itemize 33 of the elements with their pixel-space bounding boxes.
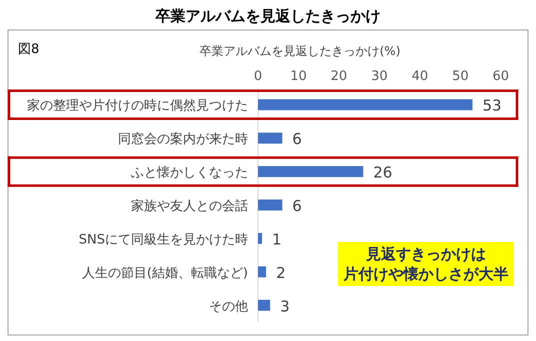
x-tick-label: 20 bbox=[330, 69, 348, 84]
x-tick-label: 0 bbox=[254, 69, 262, 84]
bar bbox=[258, 232, 262, 244]
y-tick-label: 家族や友人との会話 bbox=[131, 198, 248, 214]
bar bbox=[258, 200, 282, 210]
bar bbox=[258, 300, 270, 311]
data-label: 26 bbox=[373, 164, 392, 182]
bar bbox=[258, 166, 364, 178]
data-label: 6 bbox=[292, 197, 302, 215]
x-tick-label: 30 bbox=[371, 69, 388, 84]
bar bbox=[258, 266, 266, 278]
bar bbox=[258, 99, 472, 110]
y-tick-label: 同窓会の案内が来た時 bbox=[118, 131, 248, 148]
x-tick-label: 60 bbox=[492, 69, 510, 84]
data-label: 53 bbox=[482, 96, 502, 115]
annotation: 片付けや懐かしさが大半 bbox=[342, 265, 508, 283]
data-label: 2 bbox=[276, 264, 286, 282]
x-tick-label: 40 bbox=[412, 69, 428, 84]
data-label: 6 bbox=[292, 130, 302, 148]
x-tick-label: 10 bbox=[290, 69, 307, 84]
y-tick-label: 家の整理や片付けの時に偶然見つけた bbox=[27, 98, 248, 114]
y-tick-label: SNSにて同級生を見かけた時 bbox=[78, 232, 248, 248]
y-tick-label: 人生の節目(結婚、転職など) bbox=[82, 266, 248, 281]
y-tick-label: ふと懐かしくなった bbox=[130, 166, 248, 181]
chart-title: 卒業アルバムを見返したきっかけ bbox=[154, 7, 380, 25]
y-tick-label: その他 bbox=[209, 299, 248, 314]
x-tick-label: 50 bbox=[452, 69, 469, 84]
data-label: 1 bbox=[272, 230, 282, 248]
chart-subtitle: 卒業アルバムを見返したきっかけ(%) bbox=[200, 44, 400, 58]
bar bbox=[258, 132, 282, 144]
caption: 図8 bbox=[18, 42, 40, 57]
annotation: 見返すきっかけは bbox=[365, 245, 486, 263]
data-label: 3 bbox=[280, 297, 290, 316]
